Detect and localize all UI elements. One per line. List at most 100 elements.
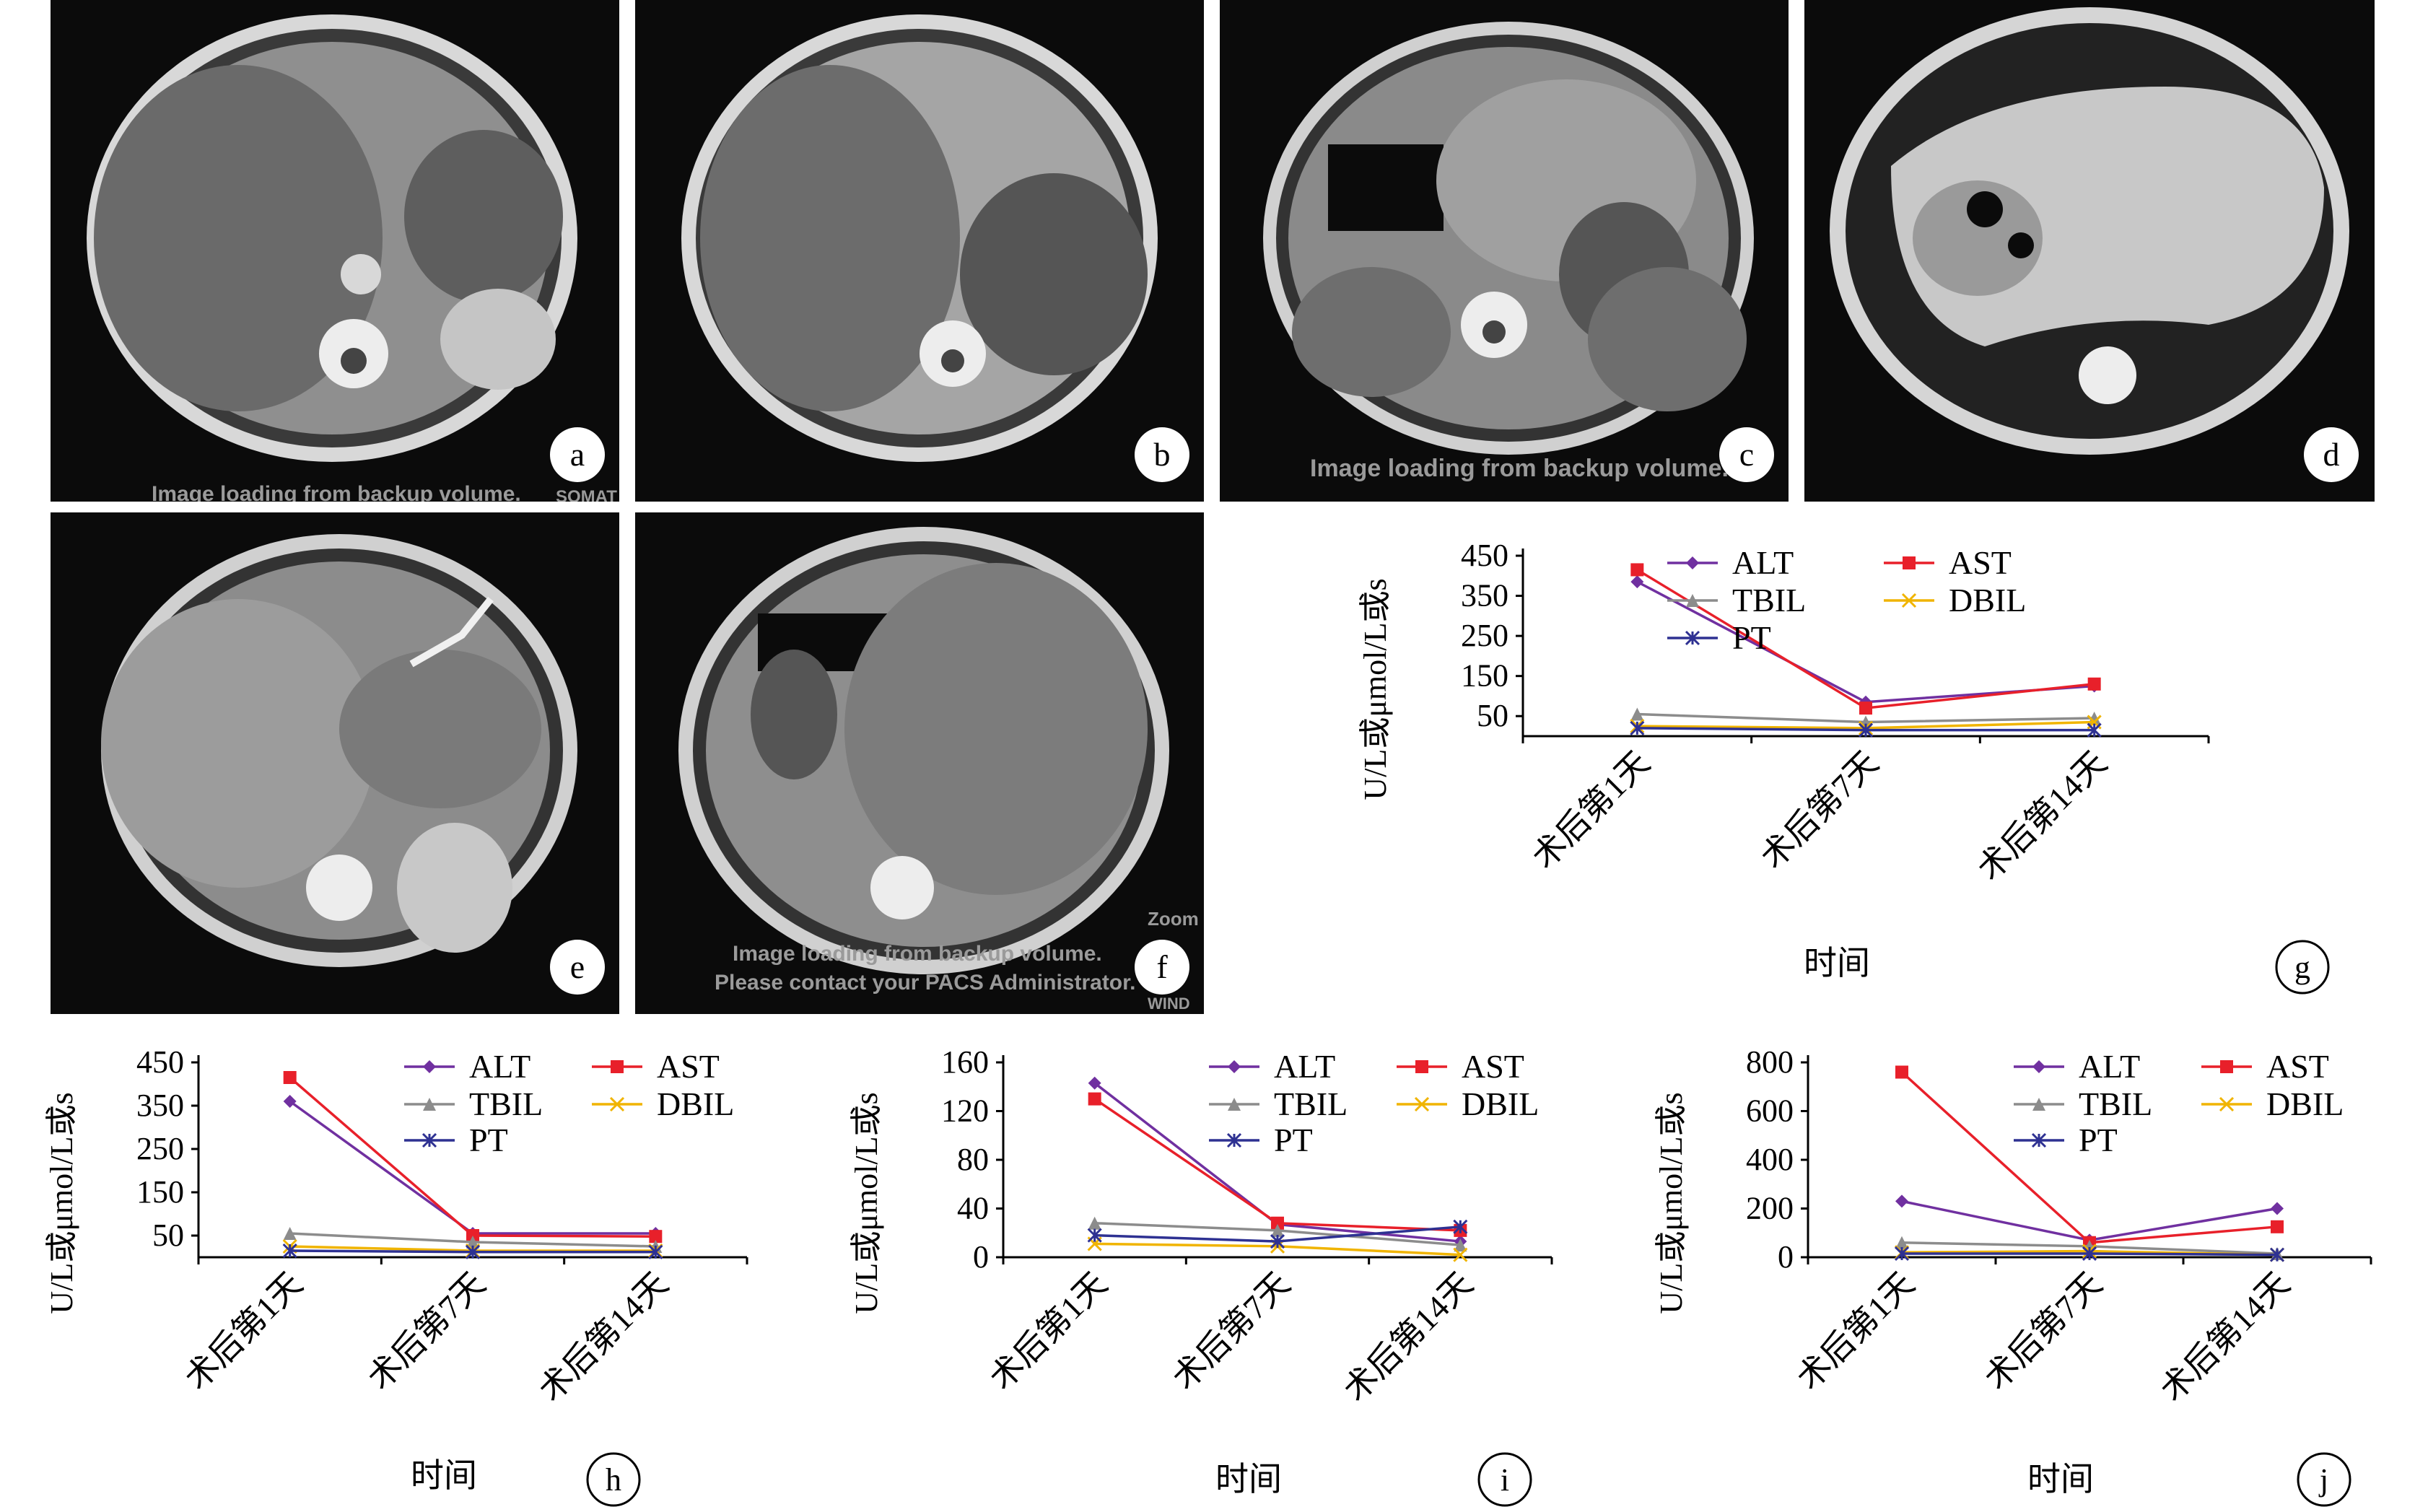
- legend-marker: [1415, 1060, 1428, 1073]
- data-point-pt: [2087, 722, 2102, 738]
- legend-marker: [2031, 1132, 2047, 1148]
- scan-f-overlay-text-4: WIND: [1148, 995, 1190, 1013]
- ct-scan-f: Image loading from backup volume. Please…: [635, 512, 1204, 1014]
- x-tick-label: 术后第14天: [1337, 1265, 1480, 1409]
- x-tick-label: 术后第7天: [361, 1265, 492, 1397]
- legend-label: TBIL: [469, 1085, 543, 1122]
- legend-item-pt: PT: [404, 1122, 508, 1158]
- legend-item-dbil: DBIL: [1884, 582, 2026, 619]
- legend-marker: [2219, 1096, 2235, 1112]
- legend-item-pt: PT: [1209, 1122, 1313, 1158]
- panel-label-b: b: [1135, 427, 1189, 482]
- scan-f-overlay-text-3: Zoom: [1148, 908, 1199, 930]
- panel-label-e: e: [550, 940, 605, 995]
- y-tick-label: 250: [1461, 618, 1508, 653]
- y-tick-label: 120: [941, 1093, 989, 1129]
- line-chart-h: 450 350 250 150 50 术后第1天 术后第7天 术后第14天 U/L或μmol/L…: [43, 1025, 779, 1508]
- legend-label: AST: [1949, 544, 2012, 581]
- ct-image-f: [678, 527, 1169, 974]
- legend-label: PT: [1732, 619, 1771, 656]
- panel-label-circle: [2297, 1452, 2351, 1507]
- legend-item-tbil: TBIL: [2014, 1085, 2152, 1122]
- series-ast: [1630, 563, 2101, 715]
- legend-label: ALT: [1274, 1048, 1335, 1085]
- chart-svg-g: 450 350 250 150 50 术后第1天 术后第7天 术后第14天 U/L或μmol/L…: [1358, 538, 2330, 995]
- y-tick-label: 50: [152, 1218, 184, 1253]
- panel-label-text: h: [606, 1462, 621, 1498]
- legend-marker-stroke-2: [1414, 1096, 1430, 1112]
- data-point-pt: [1453, 1219, 1468, 1234]
- x-tick-label: 术后第1天: [982, 1265, 1114, 1397]
- x-axis-label: 时间: [1215, 1461, 1282, 1498]
- panel-label-j: j: [2297, 1452, 2351, 1507]
- data-point-ast: [1088, 1092, 1101, 1106]
- legend-item-alt: ALT: [1209, 1048, 1335, 1085]
- panel-label-f: f: [1135, 940, 1189, 995]
- legend-label: DBIL: [1949, 582, 2026, 619]
- panel-label-h: h: [586, 1452, 641, 1507]
- series-tbil: [1088, 1216, 1467, 1252]
- legend-item-ast: AST: [1397, 1048, 1524, 1085]
- data-point-alt: [2271, 1202, 2284, 1215]
- data-point-ast: [649, 1230, 663, 1244]
- x-axis-label: 时间: [1804, 945, 1870, 982]
- legend-item-tbil: TBIL: [404, 1085, 543, 1122]
- data-point-tbil: [466, 1236, 479, 1249]
- legend-marker: [2032, 1098, 2045, 1111]
- legend-label: PT: [1274, 1122, 1313, 1158]
- y-tick-label: 350: [136, 1088, 184, 1123]
- line-chart-j: 800 600 400 200 0 术后第1天 术后第7天 术后第14天 U/L或μmol/L或…: [1653, 1025, 2403, 1508]
- y-tick-label: 80: [957, 1142, 989, 1177]
- data-point-pt: [1858, 722, 1874, 738]
- legend-item-ast: AST: [592, 1048, 720, 1085]
- legend-label: AST: [657, 1048, 720, 1085]
- data-point-alt: [1630, 575, 1644, 589]
- ct-image-c: [1263, 22, 1754, 455]
- y-tick-label: 600: [1746, 1093, 1794, 1129]
- y-tick-label: 250: [136, 1131, 184, 1166]
- ct-scan-a: Image loading from backup volume. SOMAT …: [51, 0, 619, 502]
- data-point-ast: [283, 1071, 297, 1084]
- y-tick-label: 150: [1461, 658, 1508, 694]
- y-tick-label: 50: [1477, 698, 1508, 733]
- panel-label-d: d: [2304, 427, 2359, 482]
- data-point-pt: [282, 1243, 297, 1259]
- x-tick-label: 术后第14天: [2153, 1265, 2297, 1409]
- data-point-alt: [1895, 1194, 1908, 1208]
- legend-item-alt: ALT: [2014, 1048, 2140, 1085]
- x-tick-label: 术后第1天: [1790, 1265, 1921, 1397]
- data-point-tbil: [1271, 1223, 1284, 1237]
- scan-f-overlay-text: Image loading from backup volume.: [733, 942, 1102, 966]
- legend-item-alt: ALT: [1667, 544, 1794, 581]
- ct-scan-d: d: [1804, 0, 2375, 502]
- data-point-pt: [1630, 720, 1645, 735]
- y-axis-label: U/L或μmol/L或s: [849, 1092, 884, 1314]
- scan-a-overlay-text-2: SOMAT: [556, 487, 617, 502]
- legend-marker: [2220, 1060, 2233, 1073]
- y-axis-label: U/L或μmol/L或s: [1358, 578, 1393, 800]
- x-tick-label: 术后第7天: [1166, 1265, 1297, 1397]
- legend-marker-stroke-2: [609, 1096, 625, 1112]
- legend-label: ALT: [2079, 1048, 2140, 1085]
- x-tick-label: 术后第1天: [1525, 744, 1656, 875]
- data-point-ast: [1271, 1216, 1284, 1230]
- data-point-pt: [465, 1244, 481, 1259]
- ct-scan-c: Image loading from backup volume. c: [1220, 0, 1789, 502]
- y-tick-label: 200: [1746, 1191, 1794, 1226]
- data-point-pt: [1894, 1246, 1910, 1261]
- legend-label: TBIL: [1274, 1085, 1348, 1122]
- data-point-dbil: [1453, 1247, 1468, 1262]
- panel-label-circle: [1477, 1452, 1532, 1507]
- scan-a-overlay-text: Image loading from backup volume.: [152, 482, 521, 502]
- data-point-pt: [648, 1244, 663, 1259]
- panel-label-circle: [586, 1452, 641, 1507]
- y-axis-label: U/L或μmol/L或s: [1654, 1092, 1689, 1314]
- legend-item-dbil: DBIL: [1397, 1085, 1539, 1122]
- legend-item-pt: PT: [2014, 1122, 2118, 1158]
- legend-marker: [1686, 594, 1699, 607]
- data-point-tbil: [1630, 707, 1644, 721]
- data-point-tbil: [283, 1227, 297, 1240]
- legend-label: DBIL: [1462, 1085, 1539, 1122]
- data-point-ast: [2271, 1220, 2284, 1233]
- y-tick-label: 800: [1746, 1044, 1794, 1080]
